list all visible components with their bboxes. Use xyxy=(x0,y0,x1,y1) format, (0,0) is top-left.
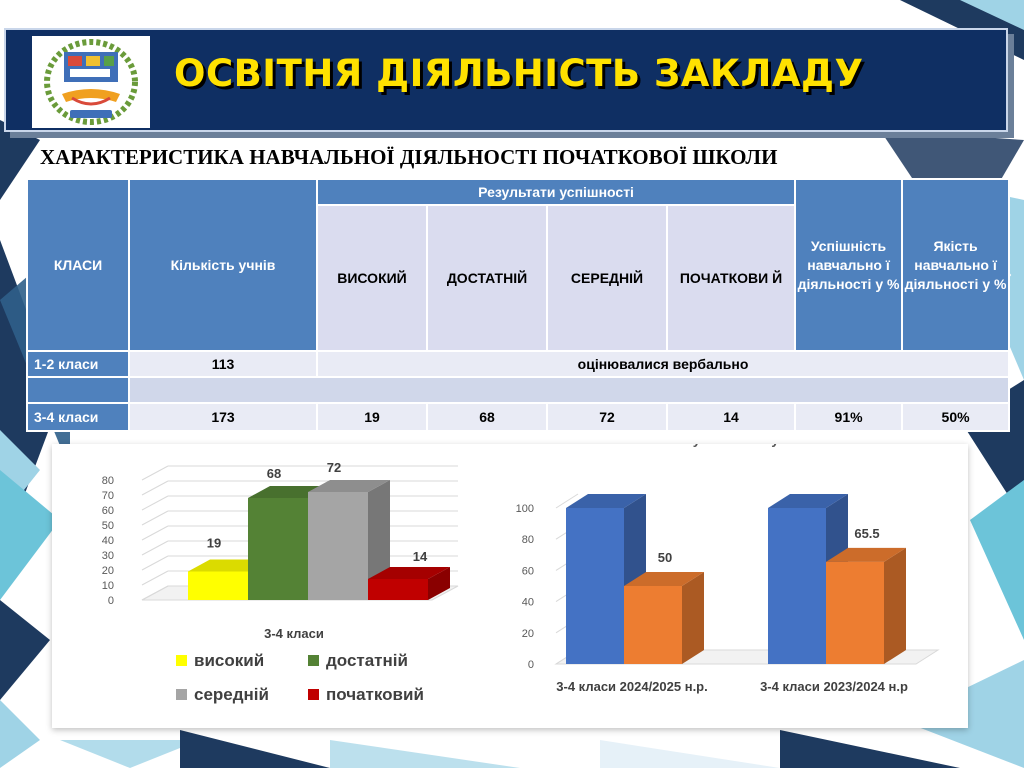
chart1-bar-2-top xyxy=(308,480,390,492)
header-quality-rate: Якість навчально ї діяльності у % xyxy=(901,178,1011,352)
chart1-data-label: 68 xyxy=(267,466,281,481)
header-high: ВИСОКИЙ xyxy=(316,204,428,352)
chart1-legend-label: середній xyxy=(194,685,269,704)
chart1-bar-3 xyxy=(368,567,450,600)
chart1-ytick-label: 30 xyxy=(102,550,114,562)
chart2-bar-0-1 xyxy=(624,572,704,664)
chart1-gridline-side xyxy=(141,540,169,556)
school-logo xyxy=(32,36,150,128)
chart2-title: Якість успішності у % xyxy=(645,444,796,447)
chart1-bar-2 xyxy=(308,480,390,600)
chart1-bar-1-front xyxy=(248,498,308,600)
charts-panel: 0 10 20 30 40 50 60 70 80 19 68 72 14 3-4 класи високи… xyxy=(52,444,968,728)
quality-bar-chart: Якість успішності у % 0 20 40 60 80 100 50 3-4 к… xyxy=(516,444,940,694)
results-table: КЛАСИ Кількість учнів Результати успішно… xyxy=(26,178,1011,432)
chart2-bar-1-1-top xyxy=(826,547,906,562)
row-initial-3-4: 14 xyxy=(665,402,797,432)
chart1-legend-label: високий xyxy=(194,651,264,670)
chart2-gridline-side xyxy=(555,493,579,509)
row-count-3-4: 173 xyxy=(128,402,318,432)
chart2-ytick-label: 40 xyxy=(522,597,534,609)
row-average-3-4: 72 xyxy=(546,402,668,432)
chart2-ytick-label: 80 xyxy=(522,534,534,546)
chart1-data-label: 14 xyxy=(413,549,428,564)
row-note-1-2: оцінювалися вербально xyxy=(315,350,1011,378)
chart2-ytick-label: 100 xyxy=(516,503,534,515)
chart1-bar-3-front xyxy=(368,579,428,600)
row-high-3-4: 19 xyxy=(316,402,428,432)
chart1-bar-3-top xyxy=(368,567,450,579)
chart1-gridline-side xyxy=(141,480,169,496)
chart1-ytick-label: 60 xyxy=(102,505,114,517)
chart1-gridline-side xyxy=(141,525,169,541)
chart2-bar-0-1-top xyxy=(624,572,704,586)
header-student-count: Кількість учнів xyxy=(128,178,318,352)
chart1-ytick-label: 0 xyxy=(108,595,114,607)
chart1-data-label: 72 xyxy=(327,460,341,475)
chart2-bar-0-0-front xyxy=(566,508,624,664)
chart1-gridline-side xyxy=(141,555,169,571)
chart1-ytick-label: 20 xyxy=(102,565,114,577)
header-banner: ОСВІТНЯ ДІЯЛЬНІСТЬ ЗАКЛАДУ xyxy=(4,28,1008,132)
row-success-3-4: 91% xyxy=(794,402,904,432)
chart1-gridline-side xyxy=(141,510,169,526)
chart1-ytick-label: 10 xyxy=(102,580,114,592)
chart1-ytick-label: 70 xyxy=(102,490,114,502)
row-classes-3-4: 3-4 класи xyxy=(26,402,130,432)
chart1-bar-2-front xyxy=(308,492,368,600)
chart1-legend-swatch xyxy=(308,655,319,666)
chart2-ytick-label: 0 xyxy=(528,659,534,671)
header-average: СЕРЕДНІЙ xyxy=(546,204,668,352)
chart1-gridline-side xyxy=(141,465,169,481)
header-sufficient: ДОСТАТНІЙ xyxy=(426,204,548,352)
chart2-ytick-label: 20 xyxy=(522,628,534,640)
chart2-category-label: 3-4 класи 2024/2025 н.р. xyxy=(556,679,707,694)
row-classes-1-2: 1-2 класи xyxy=(26,350,130,378)
levels-bar-chart: 0 10 20 30 40 50 60 70 80 19 68 72 14 3-4 класивисоки… xyxy=(102,460,459,704)
header-initial: ПОЧАТКОВИ Й xyxy=(665,204,797,352)
row-sufficient-3-4: 68 xyxy=(426,402,548,432)
chart1-legend-swatch xyxy=(176,689,187,700)
logo-emblem-icon xyxy=(44,39,138,125)
chart2-bar-1-1-side xyxy=(884,547,906,664)
chart2-category-label: 3-4 класи 2023/2024 н.р xyxy=(760,679,908,694)
chart1-legend-label: початковий xyxy=(326,685,424,704)
chart1-ytick-label: 40 xyxy=(102,535,114,547)
chart1-gridline-side xyxy=(141,495,169,511)
chart1-legend-swatch xyxy=(308,689,319,700)
chart1-gridline-side xyxy=(141,570,169,586)
row-empty xyxy=(127,376,1011,404)
header-classes: КЛАСИ xyxy=(26,178,130,352)
chart2-bar-0-1-front xyxy=(624,586,682,664)
chart1-ytick-label: 50 xyxy=(102,520,114,532)
chart2-bar-1-1-front xyxy=(826,561,884,664)
chart1-legend-label: достатній xyxy=(326,651,408,670)
header-success-rate: Успішність навчально ї діяльності у % xyxy=(794,178,904,352)
chart1-gridline-side xyxy=(141,585,169,601)
chart1-category-label: 3-4 класи xyxy=(264,626,324,641)
chart2-bar-0-1-side xyxy=(682,572,704,664)
chart2-bar-0-0-top xyxy=(566,494,646,508)
chart1-data-label: 19 xyxy=(207,536,221,551)
chart2-bar-1-1 xyxy=(826,547,906,664)
chart2-data-label: 50 xyxy=(658,550,672,565)
chart1-legend-swatch xyxy=(176,655,187,666)
page-title: ОСВІТНЯ ДІЯЛЬНІСТЬ ЗАКЛАДУ xyxy=(174,52,864,95)
chart2-bar-1-0-top xyxy=(768,494,848,508)
row-count-1-2: 113 xyxy=(128,350,318,378)
chart2-ytick-label: 60 xyxy=(522,565,534,577)
table-heading: ХАРАКТЕРИСТИКА НАВЧАЛЬНОЇ ДІЯЛЬНОСТІ ПОЧ… xyxy=(40,145,778,169)
row-empty-label xyxy=(26,376,130,404)
chart1-bar-3-side xyxy=(428,567,450,600)
header-results: Результати успішності xyxy=(315,178,797,206)
row-quality-3-4: 50% xyxy=(901,402,1011,432)
chart2-bar-1-0-front xyxy=(768,508,826,664)
chart1-bar-0-front xyxy=(188,571,248,600)
chart2-data-label: 65.5 xyxy=(854,526,879,541)
chart1-ytick-label: 80 xyxy=(102,475,114,487)
